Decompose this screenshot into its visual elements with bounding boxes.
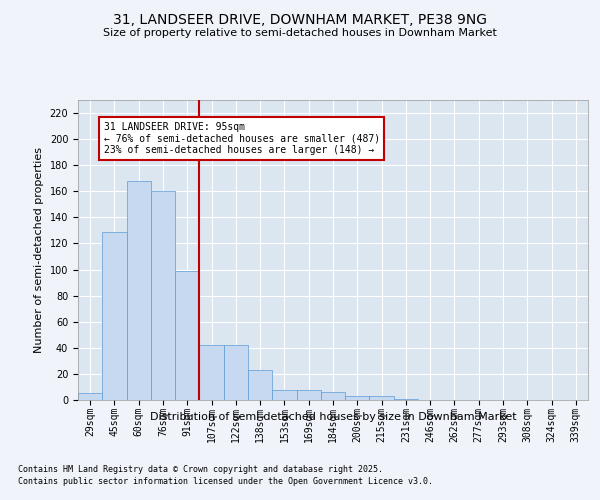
Y-axis label: Number of semi-detached properties: Number of semi-detached properties xyxy=(34,147,44,353)
Bar xyxy=(394,398,418,400)
Bar xyxy=(224,345,248,400)
Bar xyxy=(102,232,127,400)
Text: Contains HM Land Registry data © Crown copyright and database right 2025.: Contains HM Land Registry data © Crown c… xyxy=(18,465,383,474)
Text: Size of property relative to semi-detached houses in Downham Market: Size of property relative to semi-detach… xyxy=(103,28,497,38)
Bar xyxy=(151,192,175,400)
Bar xyxy=(345,396,370,400)
Bar xyxy=(175,271,199,400)
Bar xyxy=(272,390,296,400)
Bar xyxy=(321,392,345,400)
Bar xyxy=(127,181,151,400)
Bar xyxy=(296,390,321,400)
Text: 31, LANDSEER DRIVE, DOWNHAM MARKET, PE38 9NG: 31, LANDSEER DRIVE, DOWNHAM MARKET, PE38… xyxy=(113,12,487,26)
Text: Distribution of semi-detached houses by size in Downham Market: Distribution of semi-detached houses by … xyxy=(149,412,517,422)
Bar xyxy=(370,396,394,400)
Bar xyxy=(199,345,224,400)
Bar xyxy=(78,394,102,400)
Text: 31 LANDSEER DRIVE: 95sqm
← 76% of semi-detached houses are smaller (487)
23% of : 31 LANDSEER DRIVE: 95sqm ← 76% of semi-d… xyxy=(104,122,380,156)
Text: Contains public sector information licensed under the Open Government Licence v3: Contains public sector information licen… xyxy=(18,478,433,486)
Bar xyxy=(248,370,272,400)
